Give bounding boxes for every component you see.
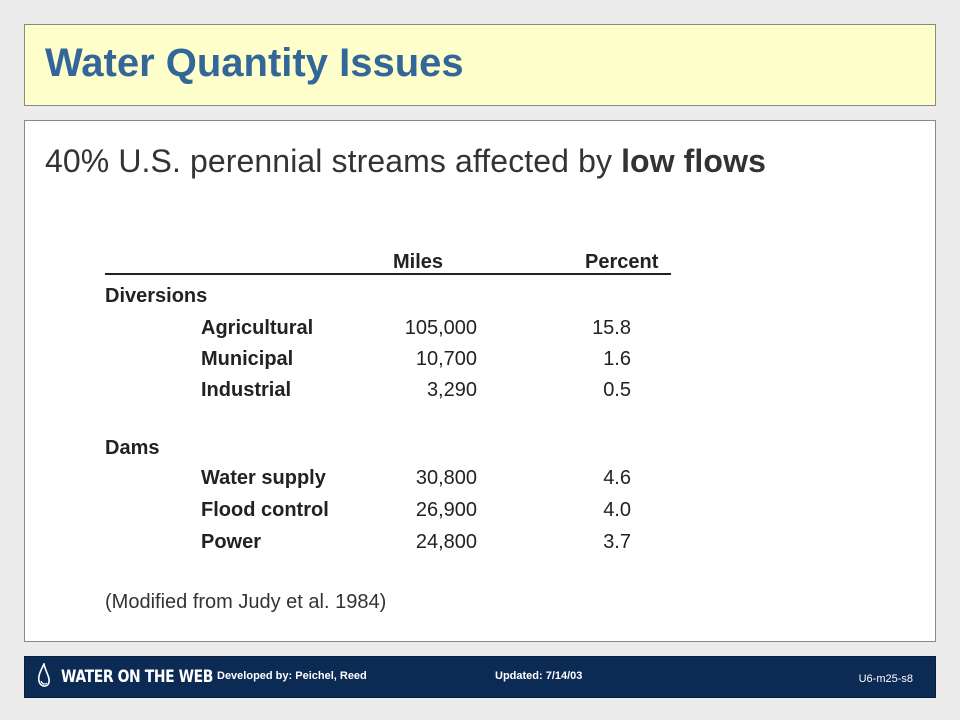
row-label: Flood control — [201, 499, 329, 521]
updated-date: Updated: 7/14/03 — [495, 670, 583, 682]
row-label: Municipal — [201, 348, 294, 370]
headline-emphasis: low flows — [621, 143, 766, 179]
row-percent: 4.6 — [603, 467, 631, 489]
row-label: Agricultural — [201, 317, 314, 339]
col-header-percent: Percent — [585, 251, 659, 273]
footer-bar: WATER ON THE WEB Developed by: Peichel, … — [24, 656, 936, 698]
row-label: Power — [201, 531, 262, 553]
group-label-diversions: Diversions — [105, 285, 208, 307]
row-percent: 4.0 — [603, 499, 631, 521]
row-miles: 26,900 — [415, 499, 477, 521]
header-rule — [105, 273, 671, 275]
low-flow-table: Miles Percent Diversions Agricultural 10… — [25, 121, 935, 641]
row-label: Water supply — [201, 467, 326, 489]
title-banner: Water Quantity Issues — [24, 24, 936, 106]
slide-code: U6-m25-s8 — [858, 673, 913, 685]
headline-text: 40% U.S. perennial streams affected by — [45, 143, 622, 179]
water-on-the-web-logo: WATER ON THE WEB — [35, 663, 246, 691]
row-miles: 30,800 — [415, 467, 477, 489]
row-percent: 15.8 — [592, 317, 631, 339]
row-percent: 1.6 — [603, 348, 631, 370]
row-miles: 10,700 — [415, 348, 477, 370]
logo-text: WATER ON THE WEB — [61, 667, 213, 687]
group-label-dams: Dams — [105, 437, 160, 459]
col-header-miles: Miles — [393, 251, 444, 273]
source-note: (Modified from Judy et al. 1984) — [105, 591, 387, 613]
row-miles: 105,000 — [404, 317, 477, 339]
content-panel: 40% U.S. perennial streams affected by l… — [24, 120, 936, 642]
developed-by: Developed by: Peichel, Reed — [217, 670, 367, 682]
row-miles: 24,800 — [415, 531, 477, 553]
row-percent: 0.5 — [603, 379, 631, 401]
row-miles: 3,290 — [426, 379, 477, 401]
row-label: Industrial — [201, 379, 292, 401]
water-drop-icon — [37, 663, 50, 687]
headline: 40% U.S. perennial streams affected by l… — [45, 143, 766, 180]
slide-title: Water Quantity Issues — [45, 41, 464, 85]
row-percent: 3.7 — [603, 531, 631, 553]
